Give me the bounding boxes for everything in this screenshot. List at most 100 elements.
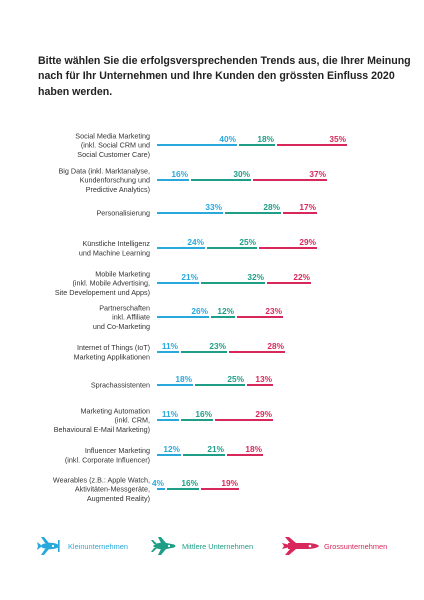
category-label: (inkl. Mobile Advertising,	[73, 279, 151, 288]
bar-segment	[201, 488, 239, 490]
category-label: Predictive Analytics)	[86, 185, 150, 194]
title-line: Bitte wählen Sie die erfolgsversprechend…	[38, 55, 411, 67]
category-label: Social Customer Care)	[77, 150, 150, 159]
category-label: Sprachassistenten	[91, 381, 150, 390]
bar-segment	[167, 488, 199, 490]
category-label: (inkl. Corporate Influencer)	[65, 455, 150, 464]
category-label: inkl. Affiliate	[112, 313, 150, 322]
value-label: 18%	[257, 134, 274, 144]
bar-segment	[157, 351, 179, 353]
value-label: 19%	[221, 478, 238, 488]
bar-segment	[157, 212, 223, 214]
bar-segment	[181, 419, 213, 421]
category-label: Mobile Marketing	[95, 270, 150, 279]
category-label: Social Media Marketing	[75, 132, 150, 141]
value-label: 29%	[255, 409, 272, 419]
category-label: Internet of Things (IoT)	[77, 343, 150, 352]
bar-segment	[211, 316, 235, 318]
bar-segment	[277, 144, 347, 146]
value-label: 26%	[191, 306, 208, 316]
bar-segment	[229, 351, 285, 353]
value-label: 28%	[267, 341, 284, 351]
bar-segment	[157, 247, 205, 249]
category-label: Marketing Applikationen	[74, 352, 150, 361]
value-label: 37%	[309, 169, 326, 179]
category-label: Personalisierung	[96, 209, 150, 218]
bar-segment	[267, 282, 311, 284]
value-label: 18%	[175, 374, 192, 384]
title-line: haben werden.	[38, 85, 113, 98]
bar-segment	[215, 419, 273, 421]
value-label: 23%	[209, 341, 226, 351]
value-label: 13%	[255, 374, 272, 384]
bar-segment	[157, 419, 179, 421]
category-label: Big Data (inkl. Marktanalyse,	[59, 167, 150, 176]
category-label: Künstliche Intelligenz	[82, 239, 150, 248]
bar-row: Internet of Things (IoT)Marketing Applik…	[74, 341, 285, 361]
bar-row: Mobile Marketing(inkl. Mobile Advertisin…	[55, 270, 311, 297]
category-label: und Co-Marketing	[93, 322, 150, 331]
value-label: 21%	[181, 272, 198, 282]
value-label: 33%	[205, 202, 222, 212]
value-label: 29%	[299, 237, 316, 247]
value-label: 18%	[245, 444, 262, 454]
category-label: Partnerschaften	[99, 304, 150, 313]
bar-row: Influencer Marketing(inkl. Corporate Inf…	[65, 444, 263, 464]
category-label: Marketing Automation	[80, 407, 150, 416]
bar-segment	[201, 282, 265, 284]
bar-segment	[157, 454, 181, 456]
category-label: Augmented Reality)	[87, 494, 150, 503]
bar-segment	[157, 488, 165, 490]
value-label: 17%	[299, 202, 316, 212]
value-label: 11%	[162, 341, 179, 351]
value-label: 4%	[152, 478, 165, 488]
category-label: (inkl. Social CRM und	[81, 141, 150, 150]
bar-segment	[191, 179, 251, 181]
category-label: Behavioural E-Mail Marketing)	[54, 425, 150, 434]
value-label: 16%	[195, 409, 212, 419]
bar-segment	[239, 144, 275, 146]
value-label: 30%	[233, 169, 250, 179]
value-label: 35%	[329, 134, 346, 144]
bar-row: Personalisierung 33% 28% 17%	[96, 202, 317, 218]
bar-segment	[253, 179, 327, 181]
value-label: 11%	[162, 409, 179, 419]
value-label: 12%	[163, 444, 180, 454]
bar-segment	[237, 316, 283, 318]
category-label: und Machine Learning	[79, 248, 150, 257]
bar-segment	[259, 247, 317, 249]
bar-segment	[225, 212, 281, 214]
value-label: 24%	[187, 237, 204, 247]
category-label: Influencer Marketing	[85, 446, 150, 455]
value-label: 21%	[207, 444, 224, 454]
bar-segment	[207, 247, 257, 249]
bar-segment	[283, 212, 317, 214]
value-label: 16%	[171, 169, 188, 179]
value-label: 16%	[181, 478, 198, 488]
bar-segment	[227, 454, 263, 456]
value-label: 28%	[263, 202, 280, 212]
value-label: 22%	[293, 272, 310, 282]
bar-row: Wearables (z.B.: Apple Watch,Aktivitäten…	[53, 476, 239, 503]
category-label: Aktivitäten-Messgeräte,	[75, 485, 150, 494]
value-label: 23%	[265, 306, 282, 316]
bar-row: Marketing Automation(inkl. CRM,Behaviour…	[54, 407, 273, 434]
bar-row: Big Data (inkl. Marktanalyse,Kundenforsc…	[59, 167, 327, 194]
bar-segment	[195, 384, 245, 386]
category-label: Wearables (z.B.: Apple Watch,	[53, 476, 150, 485]
category-label: Kundenforschung und	[80, 176, 150, 185]
bar-segment	[157, 316, 209, 318]
bar-segment	[157, 179, 189, 181]
bar-segment	[183, 454, 225, 456]
chart-title: Bitte wählen Sie die erfolgsversprechend…	[38, 54, 411, 100]
value-label: 12%	[217, 306, 234, 316]
bar-segment	[247, 384, 273, 386]
value-label: 25%	[239, 237, 256, 247]
category-label: (inkl. CRM,	[114, 416, 150, 425]
value-label: 40%	[219, 134, 236, 144]
title-line: nach für Ihr Unternehmen und Ihre Kunden…	[38, 70, 395, 83]
bar-segment	[157, 282, 199, 284]
